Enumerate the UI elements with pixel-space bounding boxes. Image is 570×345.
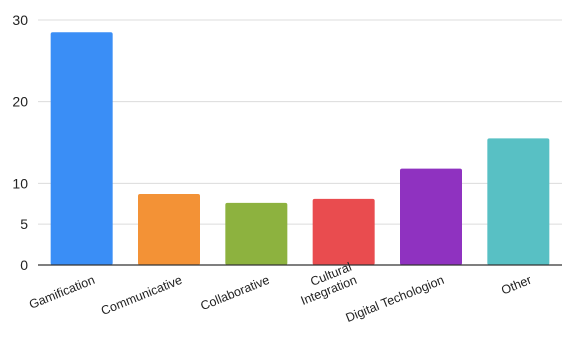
x-tick-label: Other xyxy=(499,273,533,298)
x-tick-label-line: Other xyxy=(499,273,533,298)
y-tick-label: 30 xyxy=(12,12,28,28)
x-tick-label-line: Gamification xyxy=(27,273,97,312)
bars xyxy=(50,32,550,265)
x-tick-label-line: Communicative xyxy=(99,273,184,318)
y-axis-ticks: 0 5 10 20 30 xyxy=(12,12,28,273)
bar xyxy=(50,32,113,265)
x-tick-label-line: Collaborative xyxy=(199,273,272,313)
x-tick-label: Communicative xyxy=(99,273,184,318)
x-axis-ticks: Gamification Communicative Collaborative Cu… xyxy=(27,260,533,325)
bar xyxy=(225,202,288,265)
bar xyxy=(138,193,200,265)
bar xyxy=(312,198,375,265)
x-tick-label-line: Digital Techologion xyxy=(344,273,446,325)
y-tick-label: 10 xyxy=(12,175,28,191)
bar xyxy=(400,168,462,265)
x-tick-label: Digital Techologion xyxy=(344,273,446,325)
y-tick-label: 5 xyxy=(20,216,28,232)
y-tick-label: 20 xyxy=(12,94,28,110)
bar xyxy=(487,138,550,265)
y-tick-label: 0 xyxy=(20,257,28,273)
gridlines xyxy=(38,19,562,225)
x-tick-label: Gamification xyxy=(27,273,97,312)
x-tick-label: Collaborative xyxy=(199,273,272,313)
